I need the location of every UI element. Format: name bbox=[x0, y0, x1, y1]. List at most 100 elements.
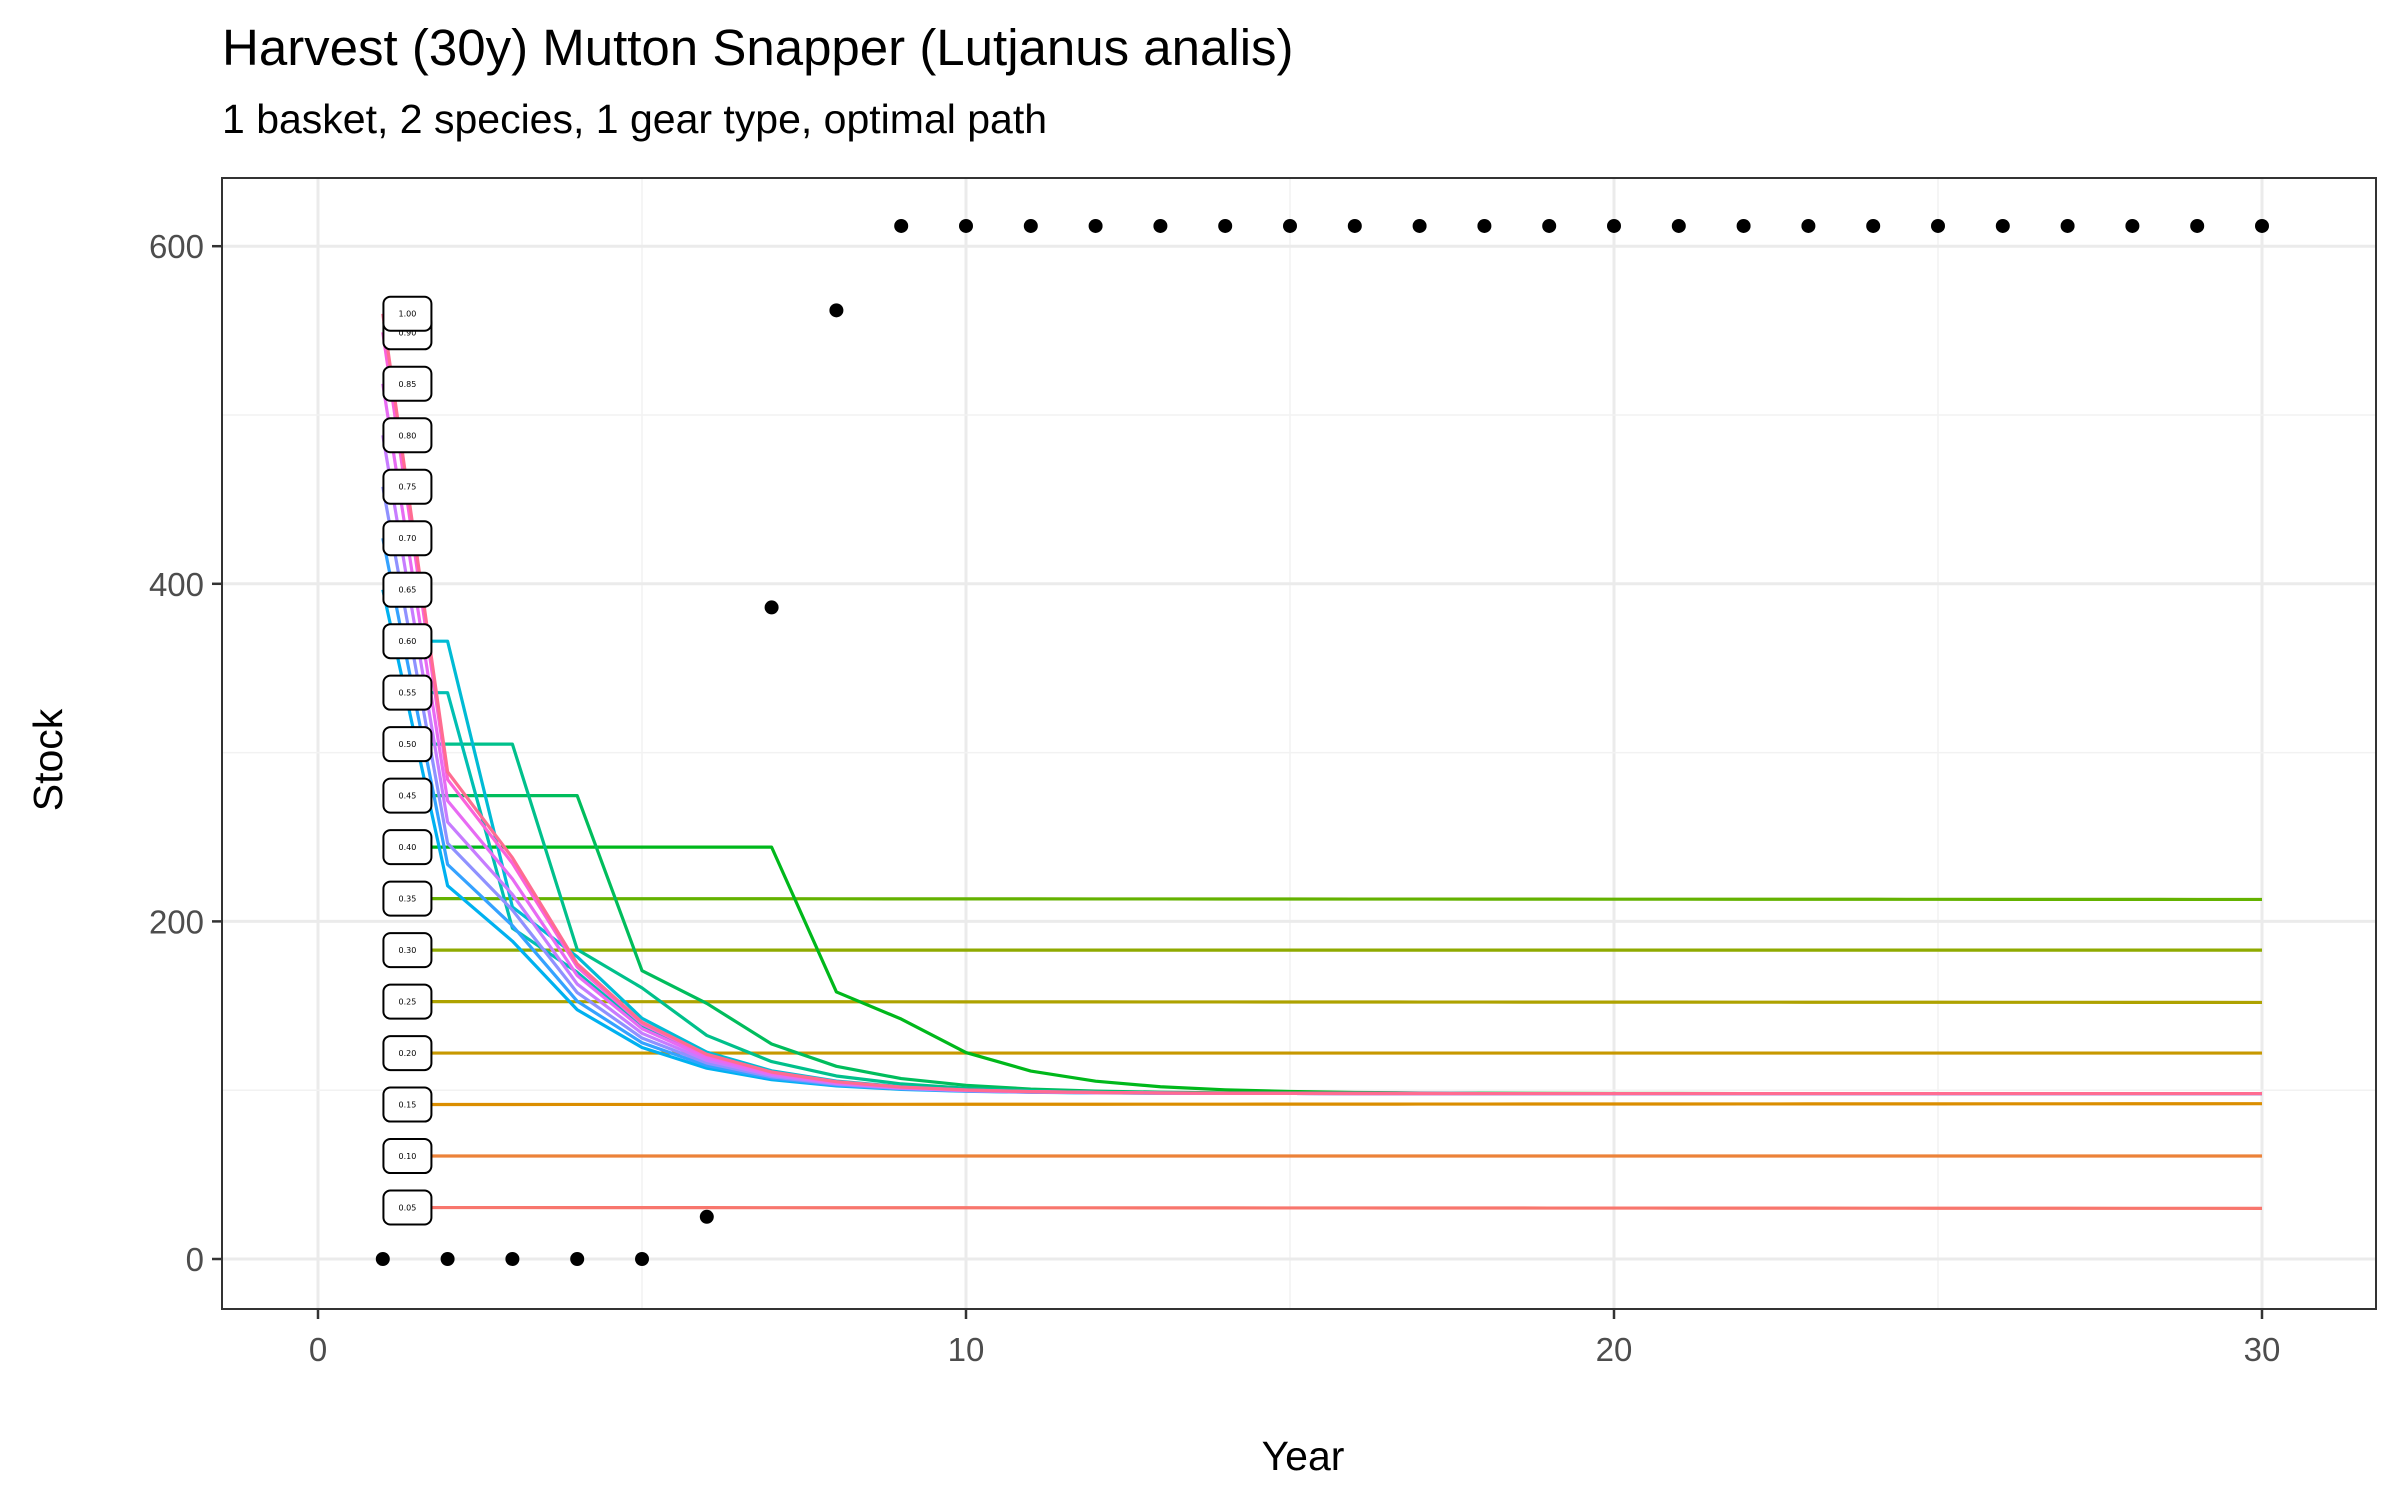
line-label-text: 0.30 bbox=[399, 946, 417, 955]
series-line-1-00 bbox=[381, 313, 2262, 1096]
x-tick-label: 30 bbox=[2244, 1331, 2281, 1368]
optimal-path-point bbox=[1542, 218, 1557, 233]
optimal-path-point bbox=[1153, 218, 1168, 233]
x-tick-label: 10 bbox=[948, 1331, 985, 1368]
line-label-0-40: 0.40 bbox=[382, 829, 433, 866]
optimal-path-point bbox=[2125, 218, 2140, 233]
optimal-path-point bbox=[2190, 218, 2205, 233]
line-label-text: 0.80 bbox=[399, 431, 417, 440]
optimal-path-point bbox=[440, 1252, 455, 1266]
line-label-box bbox=[382, 1035, 433, 1072]
line-label-box bbox=[382, 777, 433, 814]
line-label-0-80: 0.80 bbox=[382, 417, 433, 454]
line-label-0-75: 0.75 bbox=[382, 468, 433, 505]
line-label-text: 0.55 bbox=[399, 689, 417, 698]
x-tick-label: 0 bbox=[309, 1331, 327, 1368]
optimal-path-point bbox=[2255, 218, 2269, 233]
optimal-path-point bbox=[1477, 218, 1492, 233]
line-label-text: 0.90 bbox=[399, 328, 417, 337]
optimal-path-point bbox=[894, 218, 909, 233]
line-label-0-30: 0.30 bbox=[382, 932, 433, 969]
optimal-path-point bbox=[1801, 218, 1816, 233]
line-label-box bbox=[382, 880, 433, 917]
line-label-0-35: 0.35 bbox=[382, 880, 433, 917]
optimal-path-point bbox=[1218, 218, 1233, 233]
line-label-box bbox=[382, 932, 433, 969]
line-label-text: 0.65 bbox=[399, 586, 417, 595]
series-line-0-90 bbox=[381, 332, 2262, 1096]
line-label-text: 0.85 bbox=[399, 380, 417, 389]
line-label-0-65: 0.65 bbox=[382, 571, 433, 608]
series-lines bbox=[381, 313, 2263, 1210]
axes: 0 10 20 30 0 200 400 600 bbox=[149, 228, 2280, 1368]
series-line-0-45 bbox=[382, 794, 2262, 1096]
line-label-text: 0.35 bbox=[399, 895, 417, 904]
optimal-path-point bbox=[1088, 218, 1103, 233]
line-label-box bbox=[382, 365, 433, 402]
series-line-0-65 bbox=[381, 589, 2262, 1096]
x-tick-label: 20 bbox=[1596, 1331, 1633, 1368]
optimal-path-point bbox=[959, 218, 973, 233]
line-label-box bbox=[382, 417, 433, 454]
series-line-0-35 bbox=[382, 897, 2263, 902]
line-label-box bbox=[382, 674, 433, 711]
series-line-0-05 bbox=[382, 1205, 2263, 1210]
line-label-text: 0.75 bbox=[399, 483, 417, 492]
optimal-path-point bbox=[635, 1252, 649, 1266]
line-label-text: 0.25 bbox=[399, 998, 417, 1007]
line-label-0-50: 0.50 bbox=[382, 726, 433, 763]
optimal-path-point bbox=[505, 1252, 520, 1266]
line-label-box bbox=[382, 623, 433, 660]
y-tick-label: 200 bbox=[149, 903, 204, 940]
line-label-0-25: 0.25 bbox=[382, 983, 433, 1020]
optimal-path-point bbox=[1995, 218, 2010, 233]
line-label-0-20: 0.20 bbox=[382, 1035, 433, 1072]
y-tick-label: 400 bbox=[149, 566, 204, 603]
line-label-text: 0.05 bbox=[399, 1204, 417, 1213]
y-tick-label: 600 bbox=[149, 228, 204, 265]
optimal-path-point bbox=[1931, 218, 1945, 233]
line-label-1-00: 1.00 bbox=[382, 295, 433, 332]
line-label-box bbox=[382, 520, 433, 557]
optimal-path-point bbox=[1671, 218, 1686, 233]
optimal-path-point bbox=[570, 1252, 585, 1266]
line-label-box bbox=[382, 295, 433, 332]
panel-border bbox=[221, 177, 2377, 1310]
line-label-box bbox=[382, 1138, 433, 1175]
series-line-0-60 bbox=[382, 639, 2262, 1096]
optimal-path-point bbox=[1023, 218, 1038, 233]
series-line-0-15 bbox=[382, 1102, 2263, 1107]
chart-title: Harvest (30y) Mutton Snapper (Lutjanus a… bbox=[222, 19, 1294, 76]
optimal-path-point bbox=[1736, 218, 1751, 233]
y-axis-title: Stock bbox=[25, 708, 71, 811]
line-label-text: 0.15 bbox=[399, 1101, 417, 1110]
grid bbox=[222, 178, 2376, 1309]
optimal-path-point bbox=[764, 600, 779, 615]
line-label-0-15: 0.15 bbox=[382, 1086, 433, 1123]
optimal-path-points bbox=[375, 218, 2269, 1266]
optimal-path-point bbox=[375, 1252, 390, 1266]
optimal-path-point bbox=[1412, 218, 1427, 233]
line-label-text: 0.45 bbox=[399, 792, 417, 801]
line-label-text: 0.10 bbox=[399, 1152, 417, 1161]
line-label-text: 0.20 bbox=[399, 1049, 417, 1058]
line-label-0-60: 0.60 bbox=[382, 623, 433, 660]
line-label-box bbox=[382, 571, 433, 608]
optimal-path-point bbox=[1283, 218, 1297, 233]
optimal-path-point bbox=[829, 303, 844, 318]
line-label-text: 0.40 bbox=[399, 843, 417, 852]
optimal-path-point bbox=[699, 1209, 714, 1224]
line-label-box bbox=[382, 468, 433, 505]
series-line-0-80 bbox=[381, 434, 2262, 1096]
line-label-0-70: 0.70 bbox=[382, 520, 433, 557]
line-label-box bbox=[382, 1189, 433, 1226]
series-line-0-70 bbox=[381, 537, 2262, 1096]
line-label-box bbox=[382, 1086, 433, 1123]
line-label-0-85: 0.85 bbox=[382, 365, 433, 402]
x-axis-title: Year bbox=[1262, 1433, 1345, 1479]
line-label-0-55: 0.55 bbox=[382, 674, 433, 711]
line-label-box bbox=[382, 726, 433, 763]
series-line-0-25 bbox=[382, 999, 2263, 1005]
optimal-path-point bbox=[1607, 218, 1621, 233]
